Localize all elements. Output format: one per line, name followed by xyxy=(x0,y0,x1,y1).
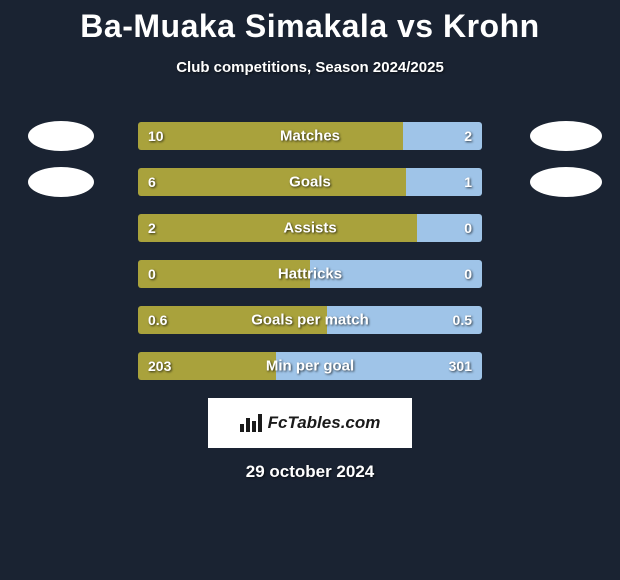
stat-bar: Assists 2 0 xyxy=(138,214,482,242)
stat-value-right: 1 xyxy=(464,174,472,190)
team-logo-right xyxy=(530,121,602,151)
stat-value-left: 2 xyxy=(148,220,156,236)
bar-segment-left xyxy=(138,168,406,196)
stat-row: Matches 10 2 xyxy=(0,122,620,150)
stat-value-right: 0 xyxy=(464,220,472,236)
stat-row: Min per goal 203 301 xyxy=(0,352,620,380)
stat-bar: Hattricks 0 0 xyxy=(138,260,482,288)
stat-row: Goals 6 1 xyxy=(0,168,620,196)
stat-value-right: 301 xyxy=(449,358,472,374)
stat-value-left: 6 xyxy=(148,174,156,190)
chart-icon xyxy=(240,414,262,432)
stat-value-right: 0.5 xyxy=(453,312,472,328)
stat-label: Hattricks xyxy=(278,266,342,283)
stat-bar: Goals per match 0.6 0.5 xyxy=(138,306,482,334)
stat-value-right: 2 xyxy=(464,128,472,144)
stat-row: Goals per match 0.6 0.5 xyxy=(0,306,620,334)
team-logo-left xyxy=(28,121,94,151)
page-title: Ba-Muaka Simakala vs Krohn xyxy=(0,0,620,45)
stat-value-right: 0 xyxy=(464,266,472,282)
stat-value-left: 10 xyxy=(148,128,164,144)
stat-bar: Matches 10 2 xyxy=(138,122,482,150)
team-logo-right xyxy=(530,167,602,197)
watermark-text: FcTables.com xyxy=(268,413,381,433)
stat-label: Goals per match xyxy=(251,312,369,329)
subtitle: Club competitions, Season 2024/2025 xyxy=(0,59,620,76)
stat-row: Hattricks 0 0 xyxy=(0,260,620,288)
stat-value-left: 0 xyxy=(148,266,156,282)
comparison-chart: Matches 10 2 Goals 6 1 Assists 2 0 Hattricks 0 0 Goa… xyxy=(0,122,620,380)
team-logo-left xyxy=(28,167,94,197)
stat-label: Matches xyxy=(280,128,340,145)
date-label: 29 october 2024 xyxy=(0,462,620,482)
stat-label: Goals xyxy=(289,174,331,191)
bar-segment-left xyxy=(138,122,403,150)
stat-bar: Min per goal 203 301 xyxy=(138,352,482,380)
stat-row: Assists 2 0 xyxy=(0,214,620,242)
stat-bar: Goals 6 1 xyxy=(138,168,482,196)
bar-segment-left xyxy=(138,214,417,242)
stat-label: Min per goal xyxy=(266,358,354,375)
stat-value-left: 203 xyxy=(148,358,171,374)
stat-value-left: 0.6 xyxy=(148,312,167,328)
watermark-badge: FcTables.com xyxy=(208,398,412,448)
stat-label: Assists xyxy=(283,220,336,237)
